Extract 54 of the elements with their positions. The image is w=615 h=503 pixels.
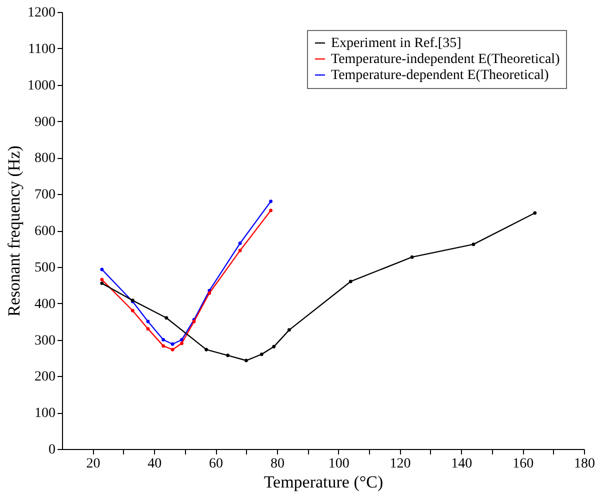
y-tick-label: 200 — [34, 370, 56, 385]
point — [348, 280, 352, 284]
x-tick-label: 100 — [328, 456, 350, 472]
y-tick-label: 900 — [34, 114, 56, 130]
x-tick-label: 20 — [86, 456, 100, 472]
point — [269, 208, 273, 212]
point — [226, 354, 230, 358]
y-tick-label: 400 — [34, 296, 56, 312]
x-tick-label: 60 — [209, 456, 224, 472]
point — [162, 344, 166, 348]
point — [100, 282, 104, 286]
point — [130, 308, 134, 312]
point — [100, 268, 104, 272]
point — [100, 278, 104, 282]
y-tick-label: 700 — [34, 188, 56, 203]
point — [287, 328, 291, 332]
y-tick-label: 600 — [34, 224, 56, 239]
y-tick-label: 0 — [48, 442, 56, 458]
point — [170, 348, 174, 352]
legend-label: Experiment in Ref.[35] — [331, 36, 462, 51]
point — [533, 211, 537, 215]
y-tick-label: 300 — [34, 333, 56, 348]
legend-label: Temperature-dependent E(Theoretical) — [331, 68, 550, 83]
point — [146, 327, 150, 331]
point — [260, 352, 264, 356]
point — [170, 342, 174, 346]
point — [272, 344, 276, 348]
y-tick-label: 800 — [34, 151, 56, 166]
point — [238, 248, 242, 252]
x-tick-label: 120 — [390, 456, 411, 472]
point — [204, 348, 208, 352]
point — [146, 320, 150, 324]
y-tick-label: 100 — [34, 406, 56, 422]
legend-label: Temperature-independent E(Theoretical) — [331, 52, 560, 67]
x-tick-label: 160 — [512, 456, 534, 472]
point — [244, 358, 248, 362]
point — [472, 242, 476, 246]
point — [238, 242, 242, 245]
y-tick-label: 1100 — [28, 42, 56, 57]
point — [180, 342, 184, 346]
point — [269, 200, 273, 204]
x-tick-label: 180 — [574, 456, 595, 472]
point — [410, 255, 414, 259]
y-axis-title: Resonant frequency (Hz) — [4, 146, 24, 316]
x-tick-label: 140 — [451, 456, 472, 472]
point — [162, 338, 166, 342]
x-axis-title: Temperature (°C) — [264, 472, 384, 492]
point — [164, 316, 168, 320]
y-tick-label: 1000 — [28, 78, 56, 94]
point — [208, 291, 212, 295]
y-tick-label: 500 — [34, 260, 56, 276]
x-tick-label: 80 — [270, 456, 284, 472]
y-tick-label: 1200 — [28, 6, 56, 20]
x-tick-label: 40 — [148, 456, 162, 472]
